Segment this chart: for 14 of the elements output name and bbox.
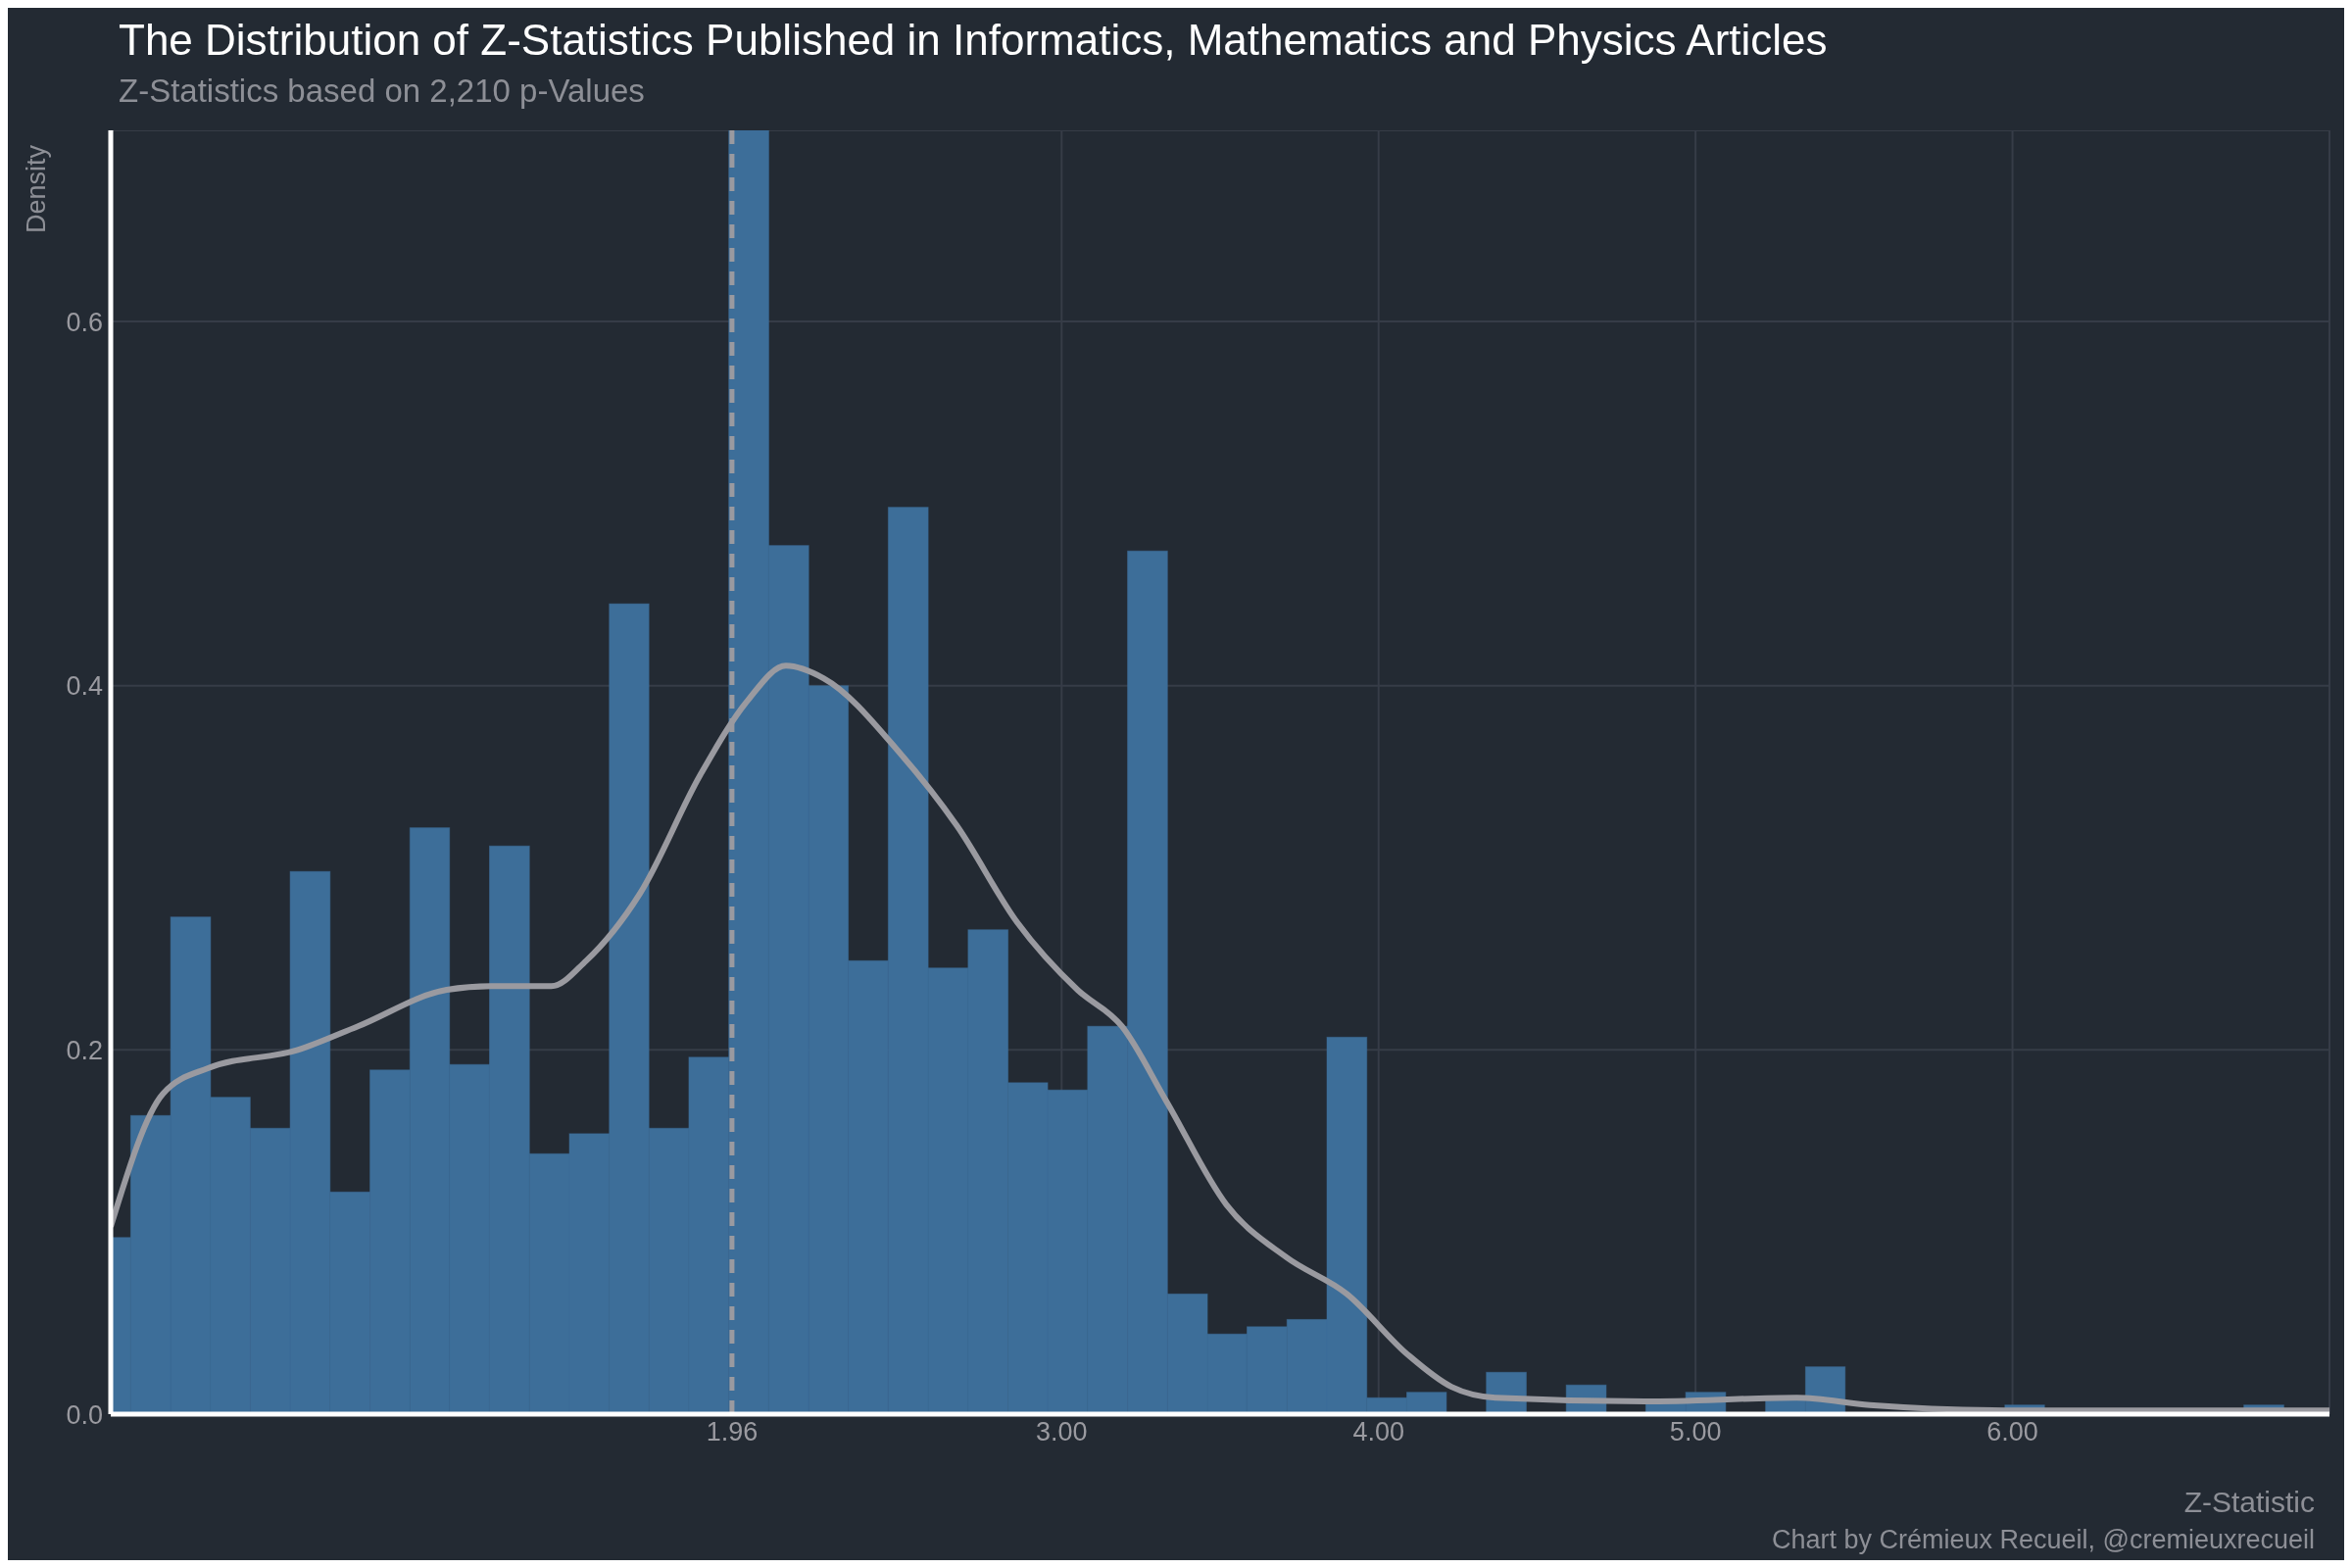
y-tick-label: 0.0 <box>66 1399 103 1430</box>
y-axis-title: Density <box>22 145 52 234</box>
x-tick-label: 5.00 <box>1669 1417 1722 1447</box>
text: Chart by Crémieux Recueil, @cremieuxrecueil <box>1771 1525 2315 1555</box>
x-tick-label: 4.00 <box>1352 1417 1404 1447</box>
x-axis-title: Z-Statistic <box>2183 1486 2315 1519</box>
chart-subtitle: Z-Statistics based on 2,210 p-Values <box>119 73 645 110</box>
x-tick-label: 3.00 <box>1036 1417 1088 1447</box>
y-tick-label: 0.6 <box>66 307 103 337</box>
x-tick-label: 1.96 <box>706 1417 759 1447</box>
chart-title: The Distribution of Z-Statistics Published in Informatics, Mathematics and Physics Articles <box>119 16 1828 65</box>
y-tick-label: 0.4 <box>66 671 103 702</box>
x-tick-label: 6.00 <box>1986 1417 2038 1447</box>
y-tick-label: 0.2 <box>66 1035 103 1065</box>
